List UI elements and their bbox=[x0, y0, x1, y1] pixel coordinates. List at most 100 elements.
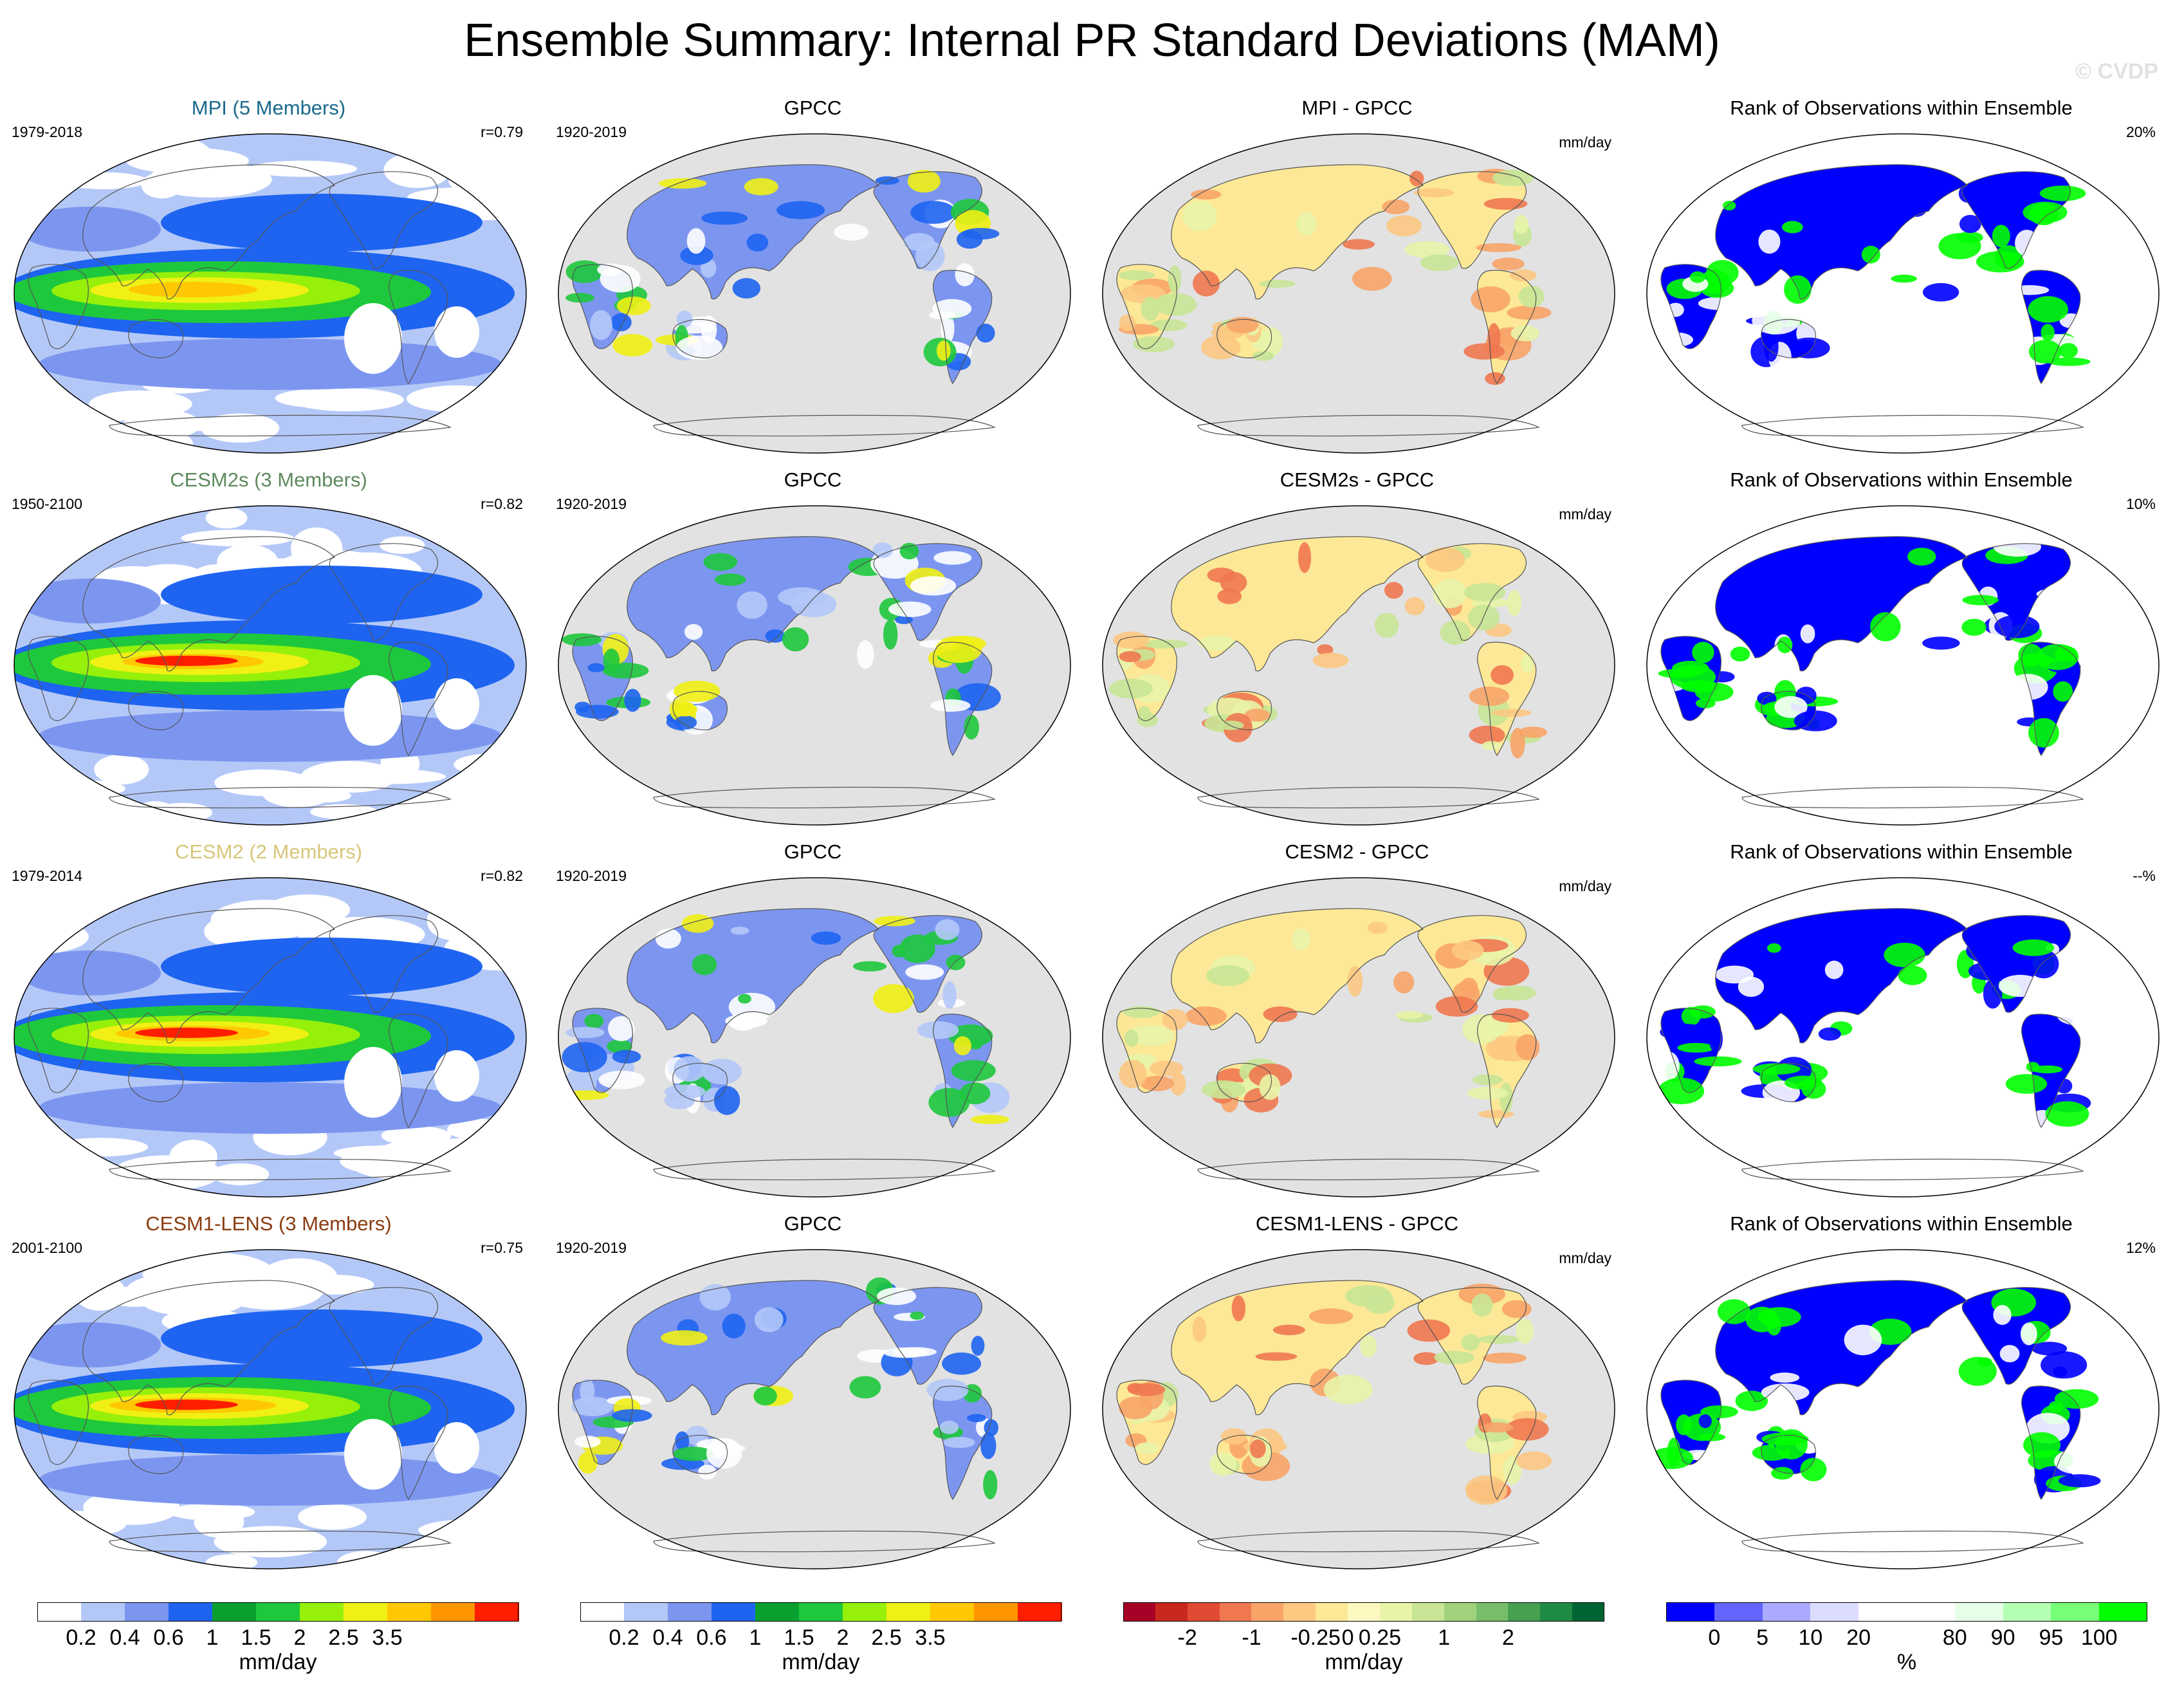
diff-title: CESM2 - GPCC bbox=[1285, 840, 1429, 863]
rank-title: Rank of Observations within Ensemble bbox=[1730, 468, 2073, 491]
model-years: 1979-2014 bbox=[12, 867, 82, 884]
panel-obs-row2: GPCC 1920-2019 bbox=[544, 468, 1081, 829]
colorbar-tick-label: 0 bbox=[1708, 1625, 1721, 1650]
colorbar-tick-label: -2 bbox=[1177, 1625, 1197, 1650]
model-title: CESM2 (2 Members) bbox=[174, 840, 363, 863]
colorbar-tick-label: 10 bbox=[1798, 1625, 1823, 1650]
colorbar-box bbox=[711, 1602, 756, 1622]
colorbar-box bbox=[1123, 1602, 1156, 1622]
model-map-row3 bbox=[14, 877, 527, 1198]
obs-years: 1920-2019 bbox=[556, 495, 627, 512]
colorbar-box bbox=[475, 1602, 519, 1622]
obs-map-row3 bbox=[558, 877, 1071, 1198]
panel-rank-row1: Rank of Observations within Ensemble 20% bbox=[1633, 97, 2170, 457]
panel-model-row4: CESM1-LENS (3 Members) 2001-2100 r=0.75 bbox=[0, 1212, 537, 1573]
panel-diff-row4: CESM1-LENS - GPCC mm/day bbox=[1088, 1212, 1626, 1573]
colorbar-tick-label: 1.5 bbox=[241, 1625, 271, 1650]
panel-obs-row4: GPCC 1920-2019 bbox=[544, 1212, 1081, 1573]
colorbar-box bbox=[1018, 1602, 1062, 1622]
colorbar-boxes bbox=[37, 1602, 519, 1622]
panel-rank-row4: Rank of Observations within Ensemble 12% bbox=[1633, 1212, 2170, 1573]
obs-title: GPCC bbox=[784, 840, 842, 863]
colorbar-tick-label: -0.25 bbox=[1290, 1625, 1341, 1650]
colorbar-box bbox=[2099, 1602, 2148, 1622]
diff-units: mm/day bbox=[1559, 506, 1611, 523]
colorbar-boxes bbox=[580, 1602, 1062, 1622]
colorbar-tick-label: 0.4 bbox=[109, 1625, 140, 1650]
colorbar-tick-label: 80 bbox=[1942, 1625, 1967, 1650]
colorbar-tick-label: 100 bbox=[2080, 1625, 2118, 1650]
obs-title: GPCC bbox=[784, 1212, 842, 1235]
rank-percent: --% bbox=[2133, 867, 2156, 884]
colorbar-tick-label: 1 bbox=[1438, 1625, 1451, 1650]
model-map-row4 bbox=[14, 1249, 527, 1569]
colorbar-box bbox=[212, 1602, 257, 1622]
colorbar-box bbox=[256, 1602, 300, 1622]
colorbar-box bbox=[387, 1602, 432, 1622]
colorbar-box bbox=[668, 1602, 712, 1622]
rank-map-row1 bbox=[1646, 133, 2160, 454]
colorbar-box bbox=[2051, 1602, 2100, 1622]
model-years: 1979-2018 bbox=[12, 124, 82, 140]
colorbar-tick-label: 0.25 bbox=[1358, 1625, 1402, 1650]
model-map-row2 bbox=[14, 505, 527, 826]
colorbar-boxes bbox=[1666, 1602, 2148, 1622]
rank-percent: 12% bbox=[2125, 1239, 2156, 1256]
diff-title: CESM2s - GPCC bbox=[1280, 468, 1435, 491]
obs-map-row1 bbox=[558, 133, 1071, 454]
colorbar-units: mm/day bbox=[239, 1650, 317, 1674]
rank-title: Rank of Observations within Ensemble bbox=[1730, 97, 2073, 119]
diff-map-row2 bbox=[1102, 505, 1615, 826]
colorbar-box bbox=[431, 1602, 475, 1622]
colorbar-tick-label: 0.2 bbox=[66, 1625, 96, 1650]
panel-diff-row2: CESM2s - GPCC mm/day bbox=[1088, 468, 1626, 829]
obs-title: GPCC bbox=[784, 468, 842, 491]
model-map-row1 bbox=[14, 133, 527, 454]
pattern-correlation: r=0.82 bbox=[481, 867, 523, 884]
panel-model-row1: MPI (5 Members) 1979-2018 r=0.79 bbox=[0, 97, 537, 457]
pattern-correlation: r=0.75 bbox=[481, 1239, 523, 1256]
panel-model-row3: CESM2 (2 Members) 1979-2014 r=0.82 bbox=[0, 840, 537, 1201]
colorbar-tick-label: 1 bbox=[206, 1625, 219, 1650]
colorbar-box bbox=[1187, 1602, 1220, 1622]
colorbar-box bbox=[930, 1602, 975, 1622]
colorbar-box bbox=[799, 1602, 843, 1622]
colorbar-box bbox=[300, 1602, 344, 1622]
colorbar-box bbox=[1810, 1602, 1859, 1622]
colorbar-box bbox=[1954, 1602, 2004, 1622]
colorbar-box bbox=[1411, 1602, 1445, 1622]
rank-percent: 10% bbox=[2125, 495, 2156, 512]
colorbar-box bbox=[1155, 1602, 1188, 1622]
colorbar-tick-label: -1 bbox=[1242, 1625, 1262, 1650]
panel-diff-row3: CESM2 - GPCC mm/day bbox=[1088, 840, 1626, 1201]
colorbar-box bbox=[1316, 1602, 1348, 1622]
colorbar-box bbox=[1858, 1602, 1907, 1622]
colorbar-box bbox=[1348, 1602, 1381, 1622]
colorbar-units: mm/day bbox=[782, 1650, 860, 1674]
colorbar-box bbox=[1714, 1602, 1763, 1622]
colorbar-box bbox=[843, 1602, 887, 1622]
rank-title: Rank of Observations within Ensemble bbox=[1730, 1212, 2073, 1235]
colorbar-box bbox=[37, 1602, 82, 1622]
colorbar-tick-label: 2 bbox=[293, 1625, 306, 1650]
colorbar-box bbox=[1444, 1602, 1477, 1622]
colorbar-tick-label: 1 bbox=[749, 1625, 762, 1650]
panel-model-row2: CESM2s (3 Members) 1950-2100 r=0.82 bbox=[0, 468, 537, 829]
colorbar-tick-label: 3.5 bbox=[915, 1625, 946, 1650]
panel-diff-row1: MPI - GPCC mm/day bbox=[1088, 97, 1626, 457]
obs-title: GPCC bbox=[784, 97, 842, 119]
panel-rank-row3: Rank of Observations within Ensemble --% bbox=[1633, 840, 2170, 1201]
obs-years: 1920-2019 bbox=[556, 867, 627, 884]
colorbar-box bbox=[1251, 1602, 1284, 1622]
colorbar-units: % bbox=[1896, 1650, 1917, 1674]
colorbar-box bbox=[81, 1602, 125, 1622]
colorbar-tick-label: 3.5 bbox=[372, 1625, 403, 1650]
colorbar-tick-label: 5 bbox=[1756, 1625, 1769, 1650]
colorbar-tick-label: 2.5 bbox=[328, 1625, 359, 1650]
pattern-correlation: r=0.79 bbox=[481, 124, 523, 140]
colorbar-box bbox=[2003, 1602, 2051, 1622]
colorbar-box bbox=[1283, 1602, 1316, 1622]
colorbar-box bbox=[974, 1602, 1018, 1622]
rank-map-row2 bbox=[1646, 505, 2160, 826]
diff-units: mm/day bbox=[1559, 1250, 1611, 1266]
